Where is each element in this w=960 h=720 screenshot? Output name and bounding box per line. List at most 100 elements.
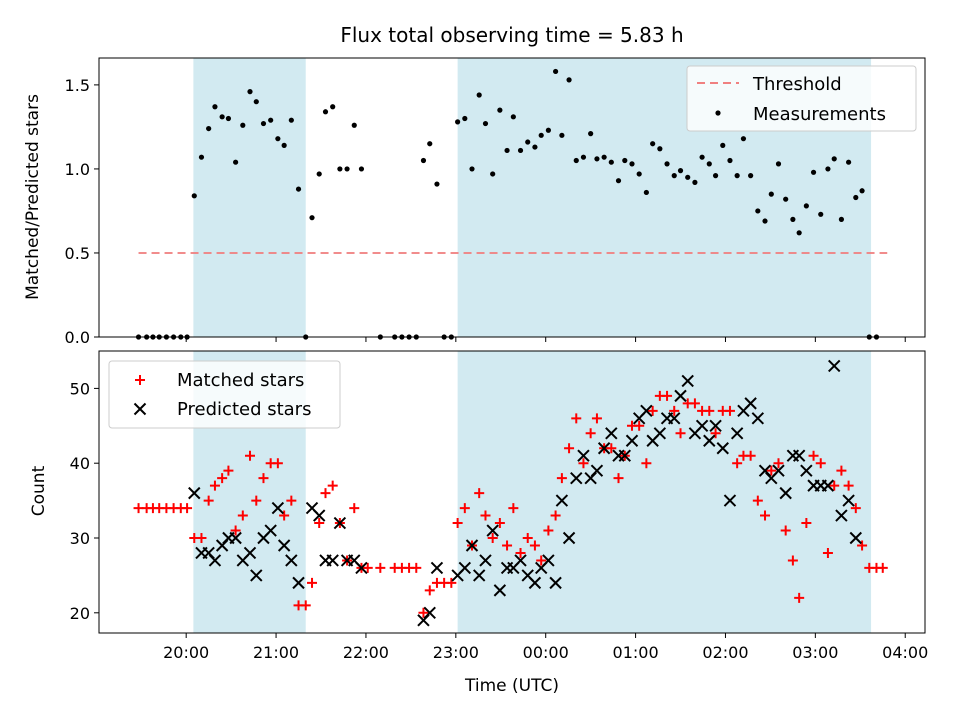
matched-point (244, 450, 255, 461)
predicted-point (779, 486, 792, 500)
measurement-point (727, 157, 733, 164)
matched-point (196, 533, 207, 544)
matched-point (237, 510, 248, 521)
measurement-point (275, 136, 281, 142)
measurement-point (643, 189, 649, 196)
measurement-point (268, 117, 274, 123)
legend-threshold-label: Threshold (752, 74, 842, 95)
bottom-y-ticks: 20 30 40 50 (70, 379, 99, 623)
measurement-point (818, 211, 824, 217)
measurement-point (608, 159, 614, 165)
x-tick-label: 02:00 (702, 643, 748, 662)
matched-point (258, 473, 269, 484)
predicted-point (229, 531, 242, 545)
legend-box (108, 360, 341, 429)
matched-point (474, 488, 485, 499)
predicted-point (285, 554, 298, 567)
measurement-point (720, 142, 726, 148)
measurement-point (783, 196, 789, 202)
measurement-point (358, 166, 365, 172)
predicted-point (842, 494, 855, 507)
predicted-point (326, 554, 339, 567)
legend-predicted-label: Predicted stars (177, 399, 311, 420)
matched-point (724, 405, 735, 416)
predicted-point (208, 554, 222, 567)
predicted-point (264, 524, 277, 537)
measurement-point (601, 154, 607, 160)
measurement-point (692, 179, 698, 185)
measurement-point (482, 120, 489, 127)
measurement-point (677, 168, 684, 174)
measurement-point (768, 191, 774, 197)
measurement-point (859, 188, 865, 194)
predicted-points (188, 359, 862, 627)
matched-point (591, 413, 602, 424)
predicted-point (549, 576, 562, 590)
matched-point (349, 503, 360, 514)
top-y-ticks: 0.0 0.5 1.0 1.5 (65, 76, 99, 347)
matched-point (272, 458, 283, 469)
top-y-axis-label: Matched/Predicted stars (23, 94, 43, 300)
matched-point (752, 495, 763, 506)
matched-point (647, 405, 658, 416)
measurement-point (588, 131, 594, 137)
measurement-point (657, 146, 663, 152)
predicted-point (772, 464, 785, 477)
predicted-point (423, 606, 436, 620)
matched-point (543, 525, 554, 536)
measurement-point (281, 142, 287, 148)
predicted-point (821, 479, 835, 492)
measurement-point (538, 132, 544, 138)
measurement-point (260, 120, 267, 127)
predicted-point (849, 531, 862, 545)
measurement-point (712, 173, 719, 179)
measurement-point (545, 127, 552, 133)
matched-point (515, 547, 526, 558)
predicted-point (792, 449, 806, 462)
measurement-point (790, 216, 796, 222)
top-legend: Threshold Measurements (686, 65, 917, 132)
matched-point (459, 503, 470, 514)
measurement-point (825, 166, 831, 172)
matched-points (133, 390, 888, 618)
matched-point (634, 420, 645, 431)
matched-point (780, 525, 791, 536)
matched-point (669, 405, 680, 416)
matched-point (209, 480, 220, 491)
predicted-point (716, 442, 729, 455)
y-tick-label: 1.0 (65, 160, 90, 179)
top-panel: 0.0 0.5 1.0 1.5 Flux total observing time =… (23, 23, 926, 347)
predicted-point (312, 509, 326, 522)
measurement-point (566, 77, 572, 83)
predicted-point (555, 494, 569, 507)
predicted-point (709, 419, 722, 433)
x-tick-label: 00:00 (523, 643, 569, 662)
matched-point (494, 518, 505, 529)
predicted-point (800, 464, 813, 477)
measurement-point (525, 139, 531, 145)
bottom-panel: 20 30 40 50 20:00 21:00 22:00 23:00 00:00 01:00 0… (29, 350, 928, 696)
measurement-point (580, 154, 587, 160)
y-tick-label: 0.5 (65, 244, 90, 263)
predicted-point (570, 471, 583, 485)
measurement-point (504, 147, 510, 154)
measurement-point (212, 104, 218, 110)
matched-point (773, 458, 784, 469)
matched-point (641, 458, 652, 469)
matched-point (613, 473, 624, 484)
measurement-point (664, 161, 670, 167)
measurement-point (740, 136, 747, 142)
measurement-point (755, 208, 761, 214)
measurement-point (559, 132, 565, 138)
measurement-point (427, 141, 433, 147)
measurement-point (810, 169, 817, 175)
measurement-point (734, 173, 740, 179)
matched-point (300, 600, 311, 611)
predicted-point (542, 554, 555, 567)
predicted-point (333, 516, 347, 530)
predicted-point (640, 404, 653, 418)
matched-point (710, 428, 721, 439)
matched-point (217, 473, 228, 484)
matched-point (362, 562, 373, 573)
x-tick-label: 23:00 (433, 643, 479, 662)
